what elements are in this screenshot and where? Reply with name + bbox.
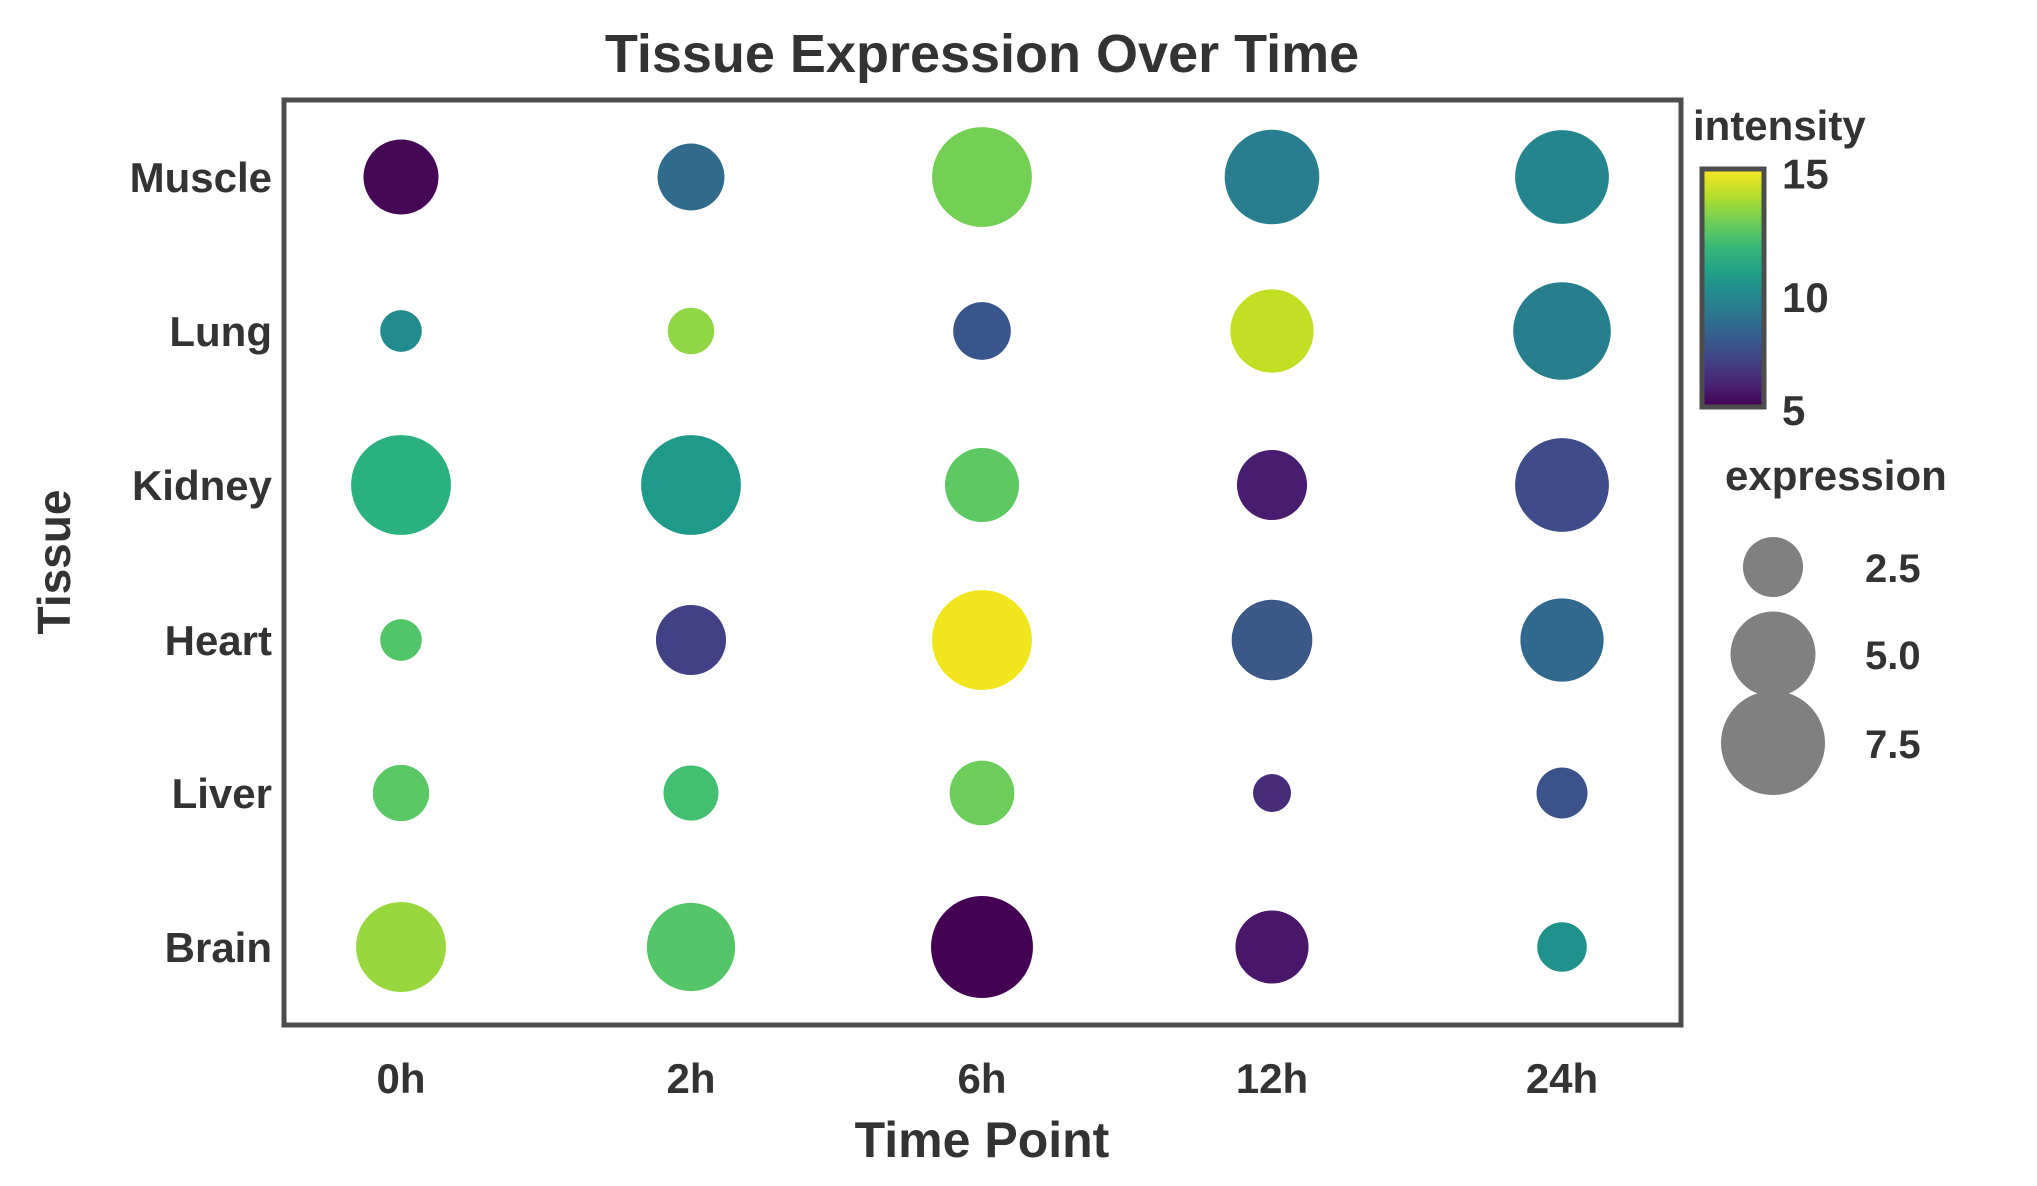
- data-point-heart-0h: [380, 619, 422, 661]
- y-axis-title: Tissue: [28, 490, 80, 635]
- x-tick-12h: 12h: [1236, 1055, 1308, 1102]
- data-point-kidney-6h: [944, 447, 1020, 523]
- data-point-brain-24h: [1537, 922, 1587, 972]
- size-legend-title: expression: [1725, 452, 1947, 499]
- data-point-lung-24h: [1513, 282, 1611, 380]
- data-point-kidney-2h: [641, 435, 741, 535]
- data-point-brain-2h: [646, 902, 736, 992]
- x-tick-2h: 2h: [666, 1055, 715, 1102]
- data-point-lung-2h: [667, 307, 715, 355]
- y-tick-heart: Heart: [165, 617, 272, 664]
- size-legend-marker-2.5: [1742, 536, 1804, 598]
- color-legend-title: intensity: [1693, 102, 1866, 149]
- data-point-kidney-12h: [1236, 449, 1308, 521]
- data-point-heart-6h: [932, 590, 1032, 690]
- colorbar-tick-10: 10: [1782, 274, 1829, 321]
- size-legend-label-5.0: 5.0: [1865, 634, 1921, 678]
- data-point-muscle-2h: [657, 143, 725, 211]
- data-point-heart-12h: [1231, 599, 1313, 681]
- colorbar-tick-15: 15: [1782, 150, 1829, 197]
- data-point-brain-0h: [356, 902, 446, 992]
- x-tick-6h: 6h: [957, 1055, 1006, 1102]
- colorbar-tick-5: 5: [1782, 387, 1805, 434]
- y-tick-muscle: Muscle: [130, 154, 272, 201]
- data-point-brain-6h: [931, 896, 1033, 998]
- data-point-heart-2h: [655, 604, 727, 676]
- size-legend-marker-5.0: [1730, 611, 1816, 697]
- data-point-lung-6h: [953, 302, 1011, 360]
- size-legend: expression 2.5 5.0 7.5: [1720, 452, 1947, 796]
- data-point-liver-12h: [1253, 774, 1291, 812]
- data-point-kidney-0h: [351, 435, 451, 535]
- chart-title: Tissue Expression Over Time: [605, 24, 1359, 84]
- data-point-heart-24h: [1520, 598, 1604, 682]
- color-legend: intensity 15 10 5: [1693, 102, 1866, 434]
- data-point-lung-0h: [380, 310, 422, 352]
- data-point-liver-6h: [949, 760, 1015, 826]
- data-point-muscle-6h: [932, 127, 1032, 227]
- plot-frame: [281, 97, 1684, 1028]
- data-point-liver-24h: [1536, 767, 1588, 819]
- size-legend-label-2.5: 2.5: [1865, 547, 1921, 591]
- data-point-muscle-24h: [1515, 130, 1609, 224]
- data-point-lung-12h: [1230, 289, 1314, 373]
- size-legend-label-7.5: 7.5: [1865, 723, 1921, 767]
- data-point-brain-12h: [1235, 910, 1309, 984]
- colorbar: [1699, 166, 1767, 410]
- x-tick-24h: 24h: [1526, 1055, 1598, 1102]
- y-tick-liver: Liver: [172, 770, 272, 817]
- data-point-liver-2h: [663, 765, 719, 821]
- size-legend-marker-7.5: [1720, 690, 1826, 796]
- x-axis-title: Time Point: [855, 1112, 1110, 1168]
- data-point-kidney-24h: [1515, 438, 1609, 532]
- y-tick-lung: Lung: [169, 308, 272, 355]
- data-point-muscle-12h: [1224, 129, 1320, 225]
- x-tick-0h: 0h: [376, 1055, 425, 1102]
- y-tick-kidney: Kidney: [132, 462, 273, 509]
- data-points: [351, 127, 1611, 998]
- y-tick-brain: Brain: [165, 924, 272, 971]
- data-point-liver-0h: [372, 764, 430, 822]
- y-tick-labels: Muscle Lung Kidney Heart Liver Brain: [130, 154, 273, 971]
- x-tick-labels: 0h 2h 6h 12h 24h: [376, 1055, 1598, 1102]
- data-point-muscle-0h: [363, 139, 439, 215]
